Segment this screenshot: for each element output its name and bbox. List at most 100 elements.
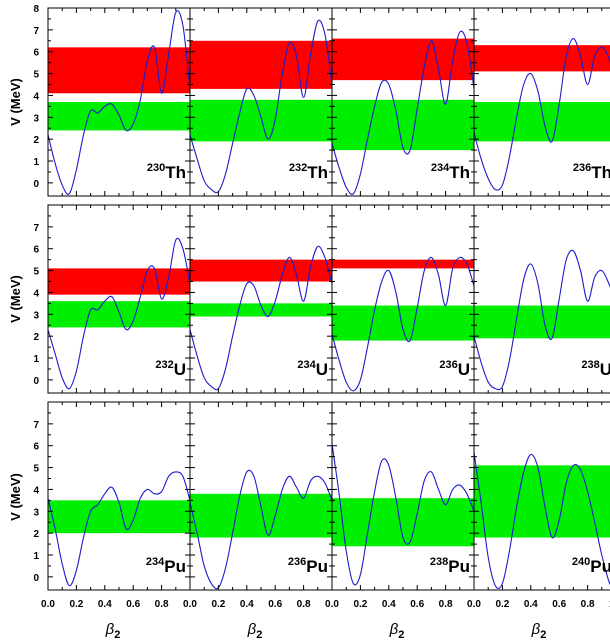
nucleus-label: 240Pu	[572, 556, 610, 576]
x-tick-label: 0.2	[495, 599, 509, 610]
y-tick-label: 2	[33, 135, 39, 146]
x-tick-label: 0.0	[183, 599, 197, 610]
green-band	[190, 303, 332, 317]
x-tick-label: 0.8	[439, 599, 453, 610]
panel-236pu: 0.0 0.2 0.4 0.6 0.8 236Pu	[183, 401, 333, 610]
panel-plot-area	[474, 249, 610, 391]
potential-curve	[48, 10, 190, 195]
green-band	[332, 305, 474, 341]
nucleus-label: 232Th	[289, 162, 328, 182]
panel-plot-area	[474, 38, 610, 191]
nucleus-symbol: U	[174, 360, 186, 379]
x-tick-label: 0.2	[211, 599, 225, 610]
nucleus-label: 238Pu	[430, 556, 470, 576]
panel-238u: 238U	[473, 204, 610, 394]
red-band	[48, 268, 190, 295]
nucleus-label: 234U	[297, 359, 328, 379]
potential-curve	[190, 469, 332, 590]
x-tick-label: 0.4	[98, 599, 112, 610]
y-tick-label: 1	[33, 354, 39, 365]
row-ylabel-th: V (MeV)	[8, 78, 23, 126]
nucleus-mass: 232	[289, 162, 307, 174]
nucleus-mass: 236	[573, 162, 591, 174]
nucleus-mass: 234	[146, 556, 165, 568]
panel-plot-area	[332, 256, 474, 392]
x-axis-label-symbol: β	[247, 621, 257, 638]
panel-plot-area	[190, 19, 332, 194]
y-tick-label: 2	[33, 529, 39, 540]
x-tick-label: 0.6	[552, 599, 566, 610]
y-tick-label: 6	[33, 48, 39, 59]
y-tick-label: 4	[33, 485, 39, 496]
y-tick-label: 4	[33, 91, 39, 102]
panel-plot-area	[48, 10, 190, 195]
panel-plot-area	[190, 469, 332, 590]
x-tick-label: 0.8	[581, 599, 595, 610]
row-ylabel-u: V (MeV)	[8, 275, 23, 323]
nucleus-label: 236U	[439, 359, 470, 379]
potential-curve	[190, 19, 332, 194]
x-tick-label: 0.0	[41, 599, 55, 610]
nucleus-mass: 236	[439, 359, 457, 371]
potential-curve	[48, 237, 190, 390]
x-tick-label: 0.0	[325, 599, 339, 610]
potential-curve	[332, 256, 474, 392]
red-band	[190, 40, 332, 89]
y-tick-label: 1	[33, 551, 39, 562]
y-tick-label: 7	[33, 223, 39, 234]
x-tick-label: 0.4	[382, 599, 396, 610]
panel-plot-area	[474, 452, 610, 589]
x-axis-label: β2	[531, 621, 547, 641]
nucleus-label: 234Th	[431, 162, 470, 182]
x-tick-label: 0.6	[410, 599, 424, 610]
x-tick-label: 0.2	[353, 599, 367, 610]
panel-plot-area	[190, 245, 332, 391]
potential-curve	[474, 249, 610, 391]
x-tick-label: 0.8	[155, 599, 169, 610]
x-tick-label: 0.2	[69, 599, 83, 610]
nucleus-symbol: Th	[165, 163, 186, 182]
nucleus-mass: 238	[430, 556, 448, 568]
potential-curve	[474, 38, 610, 191]
panel-238pu: 0.0 0.2 0.4 0.6 0.8 238Pu	[325, 401, 475, 610]
panel-232u: 0 1 2 3 4 5 6 7 232U	[33, 204, 191, 394]
x-axis-label-subscript: 2	[256, 629, 262, 641]
potential-curve	[474, 452, 610, 589]
nucleus-mass: 232	[155, 359, 173, 371]
red-band	[474, 45, 610, 72]
panel-234th: 234Th	[331, 7, 475, 197]
y-tick-label: 6	[33, 245, 39, 256]
nucleus-symbol: U	[316, 360, 328, 379]
y-tick-label: 0	[33, 573, 39, 584]
y-tick-label: 3	[33, 113, 39, 124]
green-band	[190, 99, 332, 142]
y-tick-label: 5	[33, 267, 39, 278]
x-tick-label: 0.4	[240, 599, 254, 610]
nucleus-symbol: Pu	[448, 557, 470, 576]
y-tick-label: 5	[33, 70, 39, 81]
y-tick-label: 7	[33, 420, 39, 431]
y-tick-label: 0	[33, 376, 39, 387]
x-axis-label-symbol: β	[389, 621, 399, 638]
column-xlabels: β2 β2 β2 β2	[105, 621, 547, 641]
x-tick-label: 0.0	[467, 599, 481, 610]
y-tick-label: 3	[33, 310, 39, 321]
potential-curve	[48, 471, 190, 587]
x-tick-label: 0.6	[126, 599, 140, 610]
y-tick-label: 1	[33, 157, 39, 168]
x-axis-label-symbol: β	[105, 621, 115, 638]
nucleus-mass: 234	[431, 162, 450, 174]
y-tick-label: 2	[33, 332, 39, 343]
red-band	[190, 259, 332, 282]
nucleus-mass: 236	[288, 556, 306, 568]
y-tick-label: 5	[33, 464, 39, 475]
nucleus-symbol: Th	[591, 163, 610, 182]
nucleus-label: 232U	[155, 359, 186, 379]
y-tick-label: 6	[33, 442, 39, 453]
potential-curve	[332, 443, 474, 586]
red-band	[332, 259, 474, 269]
nucleus-mass: 234	[297, 359, 316, 371]
